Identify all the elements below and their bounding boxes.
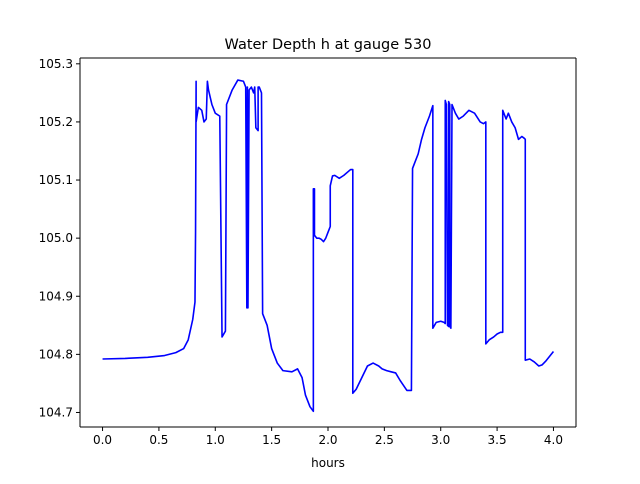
x-tick-label: 0.0 (93, 433, 112, 447)
x-tick-label: 2.0 (318, 433, 337, 447)
y-axis-ticks: 104.7 104.8 104.9 105.0 105.1 105.2 105.3 (39, 57, 80, 419)
x-tick-label: 4.0 (544, 433, 563, 447)
x-tick-label: 2.5 (375, 433, 394, 447)
y-tick-label: 105.2 (39, 115, 73, 129)
x-tick-label: 3.5 (488, 433, 507, 447)
y-tick-label: 105.3 (39, 57, 73, 71)
y-tick-label: 104.7 (39, 405, 73, 419)
y-tick-label: 104.9 (39, 289, 73, 303)
x-axis-label: hours (311, 456, 345, 470)
y-tick-label: 105.0 (39, 231, 73, 245)
chart-title: Water Depth h at gauge 530 (225, 37, 432, 53)
x-tick-label: 1.5 (262, 433, 281, 447)
series-line-0 (102, 79, 555, 413)
x-tick-label: 0.5 (149, 433, 168, 447)
x-tick-label: 3.0 (431, 433, 450, 447)
series-layer (102, 79, 555, 413)
y-tick-label: 105.1 (39, 173, 73, 187)
y-tick-label: 104.8 (39, 347, 73, 361)
x-axis-ticks: 0.0 0.5 1.0 1.5 2.0 2.5 3.0 3.5 4.0 (93, 427, 563, 447)
x-tick-label: 1.0 (206, 433, 225, 447)
